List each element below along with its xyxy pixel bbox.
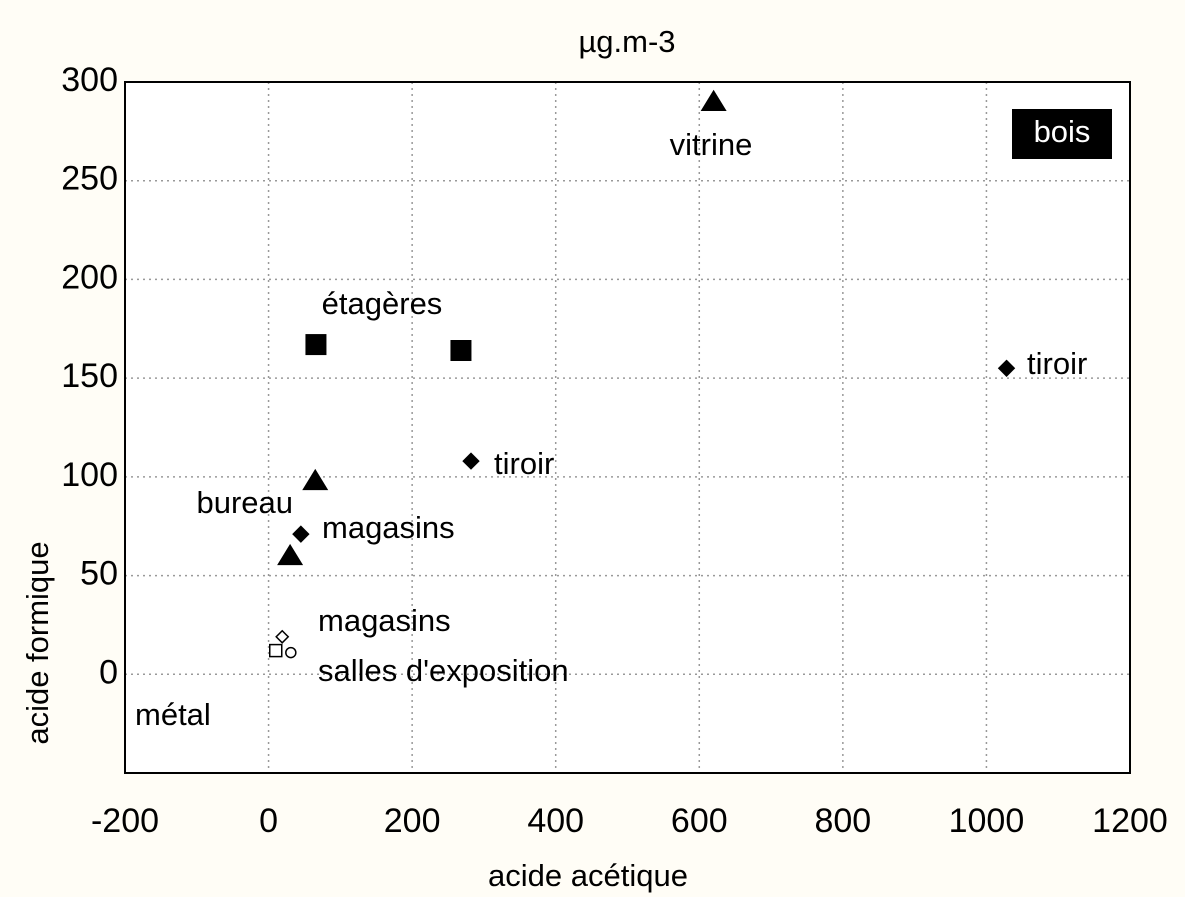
triangle-marker: [277, 543, 304, 566]
y-axis-label: acide formique: [20, 541, 55, 744]
diamond-marker: [292, 525, 310, 543]
annotation: magasins: [322, 510, 455, 545]
square-marker: [269, 643, 283, 658]
x-tick-label: 200: [384, 802, 441, 840]
annotation: vitrine: [670, 127, 753, 162]
x-tick-label: 1200: [1092, 802, 1168, 840]
markers: [269, 89, 1016, 659]
y-tick-label: 300: [61, 61, 118, 99]
x-tick-label: 1000: [949, 802, 1025, 840]
diamond-marker: [275, 629, 290, 644]
y-tick-label: 200: [61, 258, 118, 296]
annotation: bois: [1034, 114, 1091, 149]
x-tick-label: 0: [259, 802, 278, 840]
x-tick-label: -200: [91, 802, 159, 840]
annotation: bureau: [196, 485, 293, 520]
annotation: salles d'exposition: [318, 653, 569, 688]
annotation: tiroir: [1027, 346, 1087, 381]
annotation: étagères: [322, 286, 443, 321]
square-marker: [305, 334, 327, 356]
diamond-marker: [997, 359, 1016, 377]
x-tick-label: 400: [527, 802, 584, 840]
plot-frame: [124, 81, 1131, 774]
triangle-marker: [302, 468, 329, 491]
annotations: vitrine étagères tiroir tiroir bureau magasin…: [135, 109, 1112, 732]
triangle-marker: [700, 89, 727, 112]
x-tick-label: 800: [814, 802, 871, 840]
y-tick-label: 150: [61, 357, 118, 395]
square-marker: [450, 340, 472, 362]
y-tick-label: 100: [61, 456, 118, 494]
x-tick-label: 600: [671, 802, 728, 840]
x-axis-label: acide acétique: [488, 858, 688, 893]
circle-marker: [285, 646, 297, 659]
annotation: magasins: [318, 603, 451, 638]
annotation: métal: [135, 697, 211, 732]
annotation: tiroir: [494, 446, 554, 481]
y-tick-label: 50: [80, 555, 118, 593]
chart-title: µg.m-3: [578, 24, 675, 59]
diamond-marker: [462, 452, 480, 470]
annotation-box: [1012, 109, 1112, 159]
plot-area: [125, 82, 1130, 773]
y-tick-label: 250: [61, 160, 118, 198]
y-tick-label: 0: [99, 653, 118, 691]
